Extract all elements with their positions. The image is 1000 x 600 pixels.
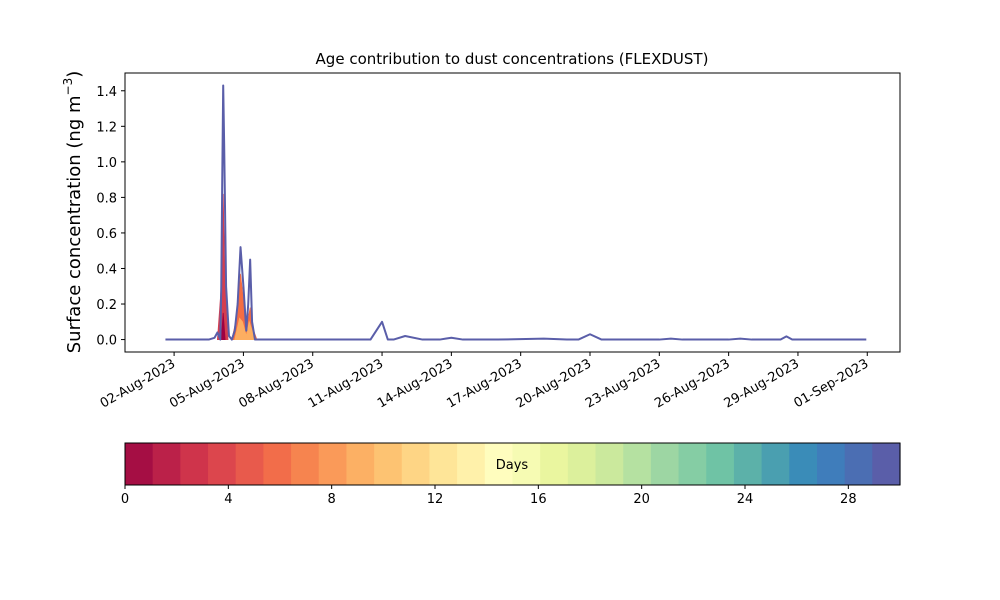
colorbar-cell <box>152 443 181 485</box>
colorbar-cell <box>872 443 901 485</box>
x-tick-label: 05-Aug-2023 <box>167 356 247 411</box>
colorbar-cell <box>374 443 403 485</box>
colorbar-tick-label: 20 <box>633 492 650 507</box>
colorbar-cell <box>263 443 292 485</box>
colorbar-cell <box>678 443 707 485</box>
colorbar-frame <box>124 442 901 486</box>
colorbar-cell <box>180 443 209 485</box>
colorbar-cell <box>291 443 320 485</box>
colorbar-cell <box>484 443 514 485</box>
y-axis-label-end: ) <box>64 71 85 78</box>
colorbar-cell <box>540 443 569 485</box>
y-tick-label: 0.0 <box>96 334 117 349</box>
colorbar-cell <box>706 443 735 485</box>
colorbar-cell <box>789 443 818 485</box>
y-tick-label: 0.4 <box>96 262 117 277</box>
x-tick-label: 26-Aug-2023 <box>652 356 732 411</box>
x-tick-label: 08-Aug-2023 <box>236 356 316 411</box>
y-tick-label: 0.8 <box>96 191 117 206</box>
colorbar-cell <box>650 443 680 485</box>
x-axis: 02-Aug-202305-Aug-202308-Aug-202311-Aug-… <box>98 352 871 412</box>
colorbar-label: Days <box>496 458 529 473</box>
x-tick-label: 17-Aug-2023 <box>444 356 524 411</box>
colorbar-cells <box>125 443 901 485</box>
y-axis: 0.0 0.2 0.4 0.6 0.8 1.0 1.2 1.4 <box>96 85 125 349</box>
colorbar-tick-label: 16 <box>530 492 547 507</box>
colorbar-tick-label: 12 <box>427 492 444 507</box>
colorbar-cell <box>512 443 541 485</box>
x-tick-label: 01-Sep-2023 <box>791 356 871 411</box>
x-tick-label: 14-Aug-2023 <box>375 356 455 411</box>
colorbar-cell <box>208 443 237 485</box>
colorbar-tick-label: 4 <box>224 492 232 507</box>
colorbar-cell <box>595 443 624 485</box>
x-tick-label: 02-Aug-2023 <box>98 356 178 411</box>
colorbar-cell <box>816 443 846 485</box>
colorbar-cell <box>457 443 486 485</box>
y-tick-label: 0.2 <box>96 298 117 313</box>
y-axis-label-main: Surface concentration (ng m <box>64 95 85 353</box>
chart-title: Age contribution to dust concentrations … <box>316 50 709 68</box>
colorbar-tick-label: 24 <box>737 492 754 507</box>
age-band-area-1d <box>220 312 226 340</box>
x-tick-label: 11-Aug-2023 <box>306 356 386 411</box>
colorbar-cell <box>235 443 264 485</box>
plot-frame <box>124 72 901 353</box>
y-tick-label: 1.4 <box>96 85 117 100</box>
colorbar-cell <box>429 443 458 485</box>
colorbar-cell <box>567 443 597 485</box>
x-tick-label: 20-Aug-2023 <box>514 356 594 411</box>
plot-area <box>124 72 901 353</box>
y-tick-label: 1.2 <box>96 120 117 135</box>
colorbar-cell <box>318 443 348 485</box>
colorbar-cell <box>844 443 873 485</box>
y-tick-label: 1.0 <box>96 156 117 171</box>
colorbar-cell <box>346 443 375 485</box>
colorbar-cell <box>401 443 431 485</box>
x-tick-label: 29-Aug-2023 <box>722 356 802 411</box>
x-tick-label: 23-Aug-2023 <box>583 356 663 411</box>
colorbar-cell <box>623 443 652 485</box>
colorbar-cell <box>125 443 154 485</box>
y-axis-label-exponent: −3 <box>61 78 75 96</box>
colorbar: Days 0 4 8 12 16 20 24 28 <box>121 442 901 507</box>
total-series-line <box>165 84 867 341</box>
y-tick-label: 0.6 <box>96 227 117 242</box>
colorbar-cell <box>761 443 790 485</box>
colorbar-tick-label: 28 <box>840 492 857 507</box>
colorbar-ticks: 0 4 8 12 16 20 24 28 <box>121 485 857 507</box>
y-axis-label: Surface concentration (ng m−3) <box>61 71 85 354</box>
colorbar-cell <box>733 443 763 485</box>
colorbar-tick-label: 8 <box>328 492 336 507</box>
colorbar-tick-label: 0 <box>121 492 129 507</box>
total-series-layer <box>165 84 867 341</box>
